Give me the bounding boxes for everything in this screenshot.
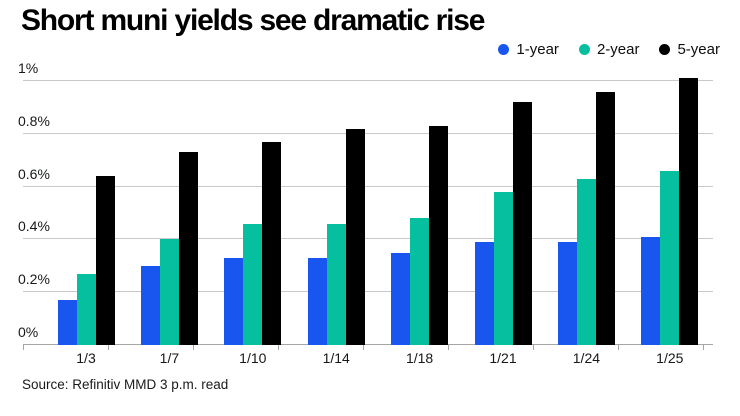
bar-2-year-1/7 [159, 239, 179, 345]
x-tick-label-1/25: 1/25 [656, 350, 684, 366]
x-axis-tick-0 [23, 345, 24, 350]
bar-5-year-1/18 [429, 125, 449, 345]
bar-2-year-1/21 [493, 191, 513, 345]
legend-item-1-year: 1-year [498, 41, 559, 58]
x-axis-tick-8 [703, 345, 704, 350]
bar-5-year-1/7 [178, 152, 198, 345]
bar-5-year-1/14 [345, 128, 365, 345]
bar-1-year-1/24 [557, 242, 577, 345]
bar-group-1/10 [224, 141, 282, 345]
x-tick-label-1/14: 1/14 [322, 350, 350, 366]
x-axis-tick-5 [448, 345, 449, 350]
bar-1-year-1/18 [391, 252, 411, 345]
y-tick-label-0.8%: 0.8% [18, 112, 50, 129]
bar-group-1/25 [641, 78, 699, 345]
bar-2-year-1/25 [660, 170, 680, 345]
bar-1-year-1/10 [224, 257, 244, 345]
bar-1-year-1/7 [140, 265, 160, 345]
y-tick-label-1%: 1% [18, 60, 39, 76]
bar-group-1/14 [307, 128, 365, 345]
bar-1-year-1/3 [57, 300, 77, 345]
x-axis-line [23, 344, 713, 345]
x-axis-tick-3 [278, 345, 279, 350]
legend-label-1-year: 1-year [516, 41, 559, 58]
x-tick-label-1/21: 1/21 [489, 350, 517, 366]
legend-item-5-year: 5-year [659, 41, 720, 58]
bar-group-1/18 [391, 125, 449, 345]
x-axis-tick-7 [618, 345, 619, 350]
bar-group-1/7 [140, 152, 198, 345]
bar-5-year-1/21 [512, 102, 532, 345]
bar-2-year-1/10 [243, 223, 263, 345]
bar-5-year-1/3 [95, 176, 115, 345]
x-tick-label-1/10: 1/10 [239, 350, 267, 366]
chart-title: Short muni yields see dramatic rise [21, 4, 485, 37]
legend-item-2-year: 2-year [578, 41, 640, 58]
x-axis-tick-6 [533, 345, 534, 350]
bar-group-1/24 [557, 91, 615, 345]
y-tick-label-0.2%: 0.2% [18, 271, 50, 288]
bar-1-year-1/25 [641, 236, 661, 345]
gridline-0.6% [23, 185, 713, 187]
y-tick-label-0.4%: 0.4% [18, 218, 50, 235]
bar-5-year-1/25 [679, 78, 699, 345]
bar-2-year-1/18 [410, 218, 430, 345]
x-tick-label-1/3: 1/3 [76, 350, 96, 366]
gridline-0.2% [23, 291, 713, 293]
bar-1-year-1/14 [307, 257, 327, 345]
legend-label-5-year: 5-year [677, 41, 720, 58]
legend-dot-icon-2-year [578, 44, 590, 55]
bar-5-year-1/10 [262, 141, 282, 345]
bar-2-year-1/14 [326, 223, 346, 345]
plot-area: 0% 0.2% 0.4% 0.6% 0.8% 1% 1/3 1/7 1/10 1/14 1/18 1/… [18, 61, 713, 366]
gridline-1% [23, 80, 713, 81]
legend-dot-icon-1-year [498, 44, 510, 55]
x-tick-label-1/7: 1/7 [159, 350, 180, 366]
legend-dot-icon-5-year [659, 44, 671, 55]
y-tick-label-0%: 0% [18, 324, 39, 340]
bar-1-year-1/21 [474, 242, 494, 345]
gridline-0.8% [23, 132, 713, 134]
x-axis-tick-2 [193, 345, 194, 350]
x-tick-label-1/18: 1/18 [405, 350, 434, 366]
x-tick-label-1/24: 1/24 [572, 350, 601, 366]
legend-label-2-year: 2-year [596, 41, 640, 58]
bar-2-year-1/3 [76, 273, 96, 345]
x-axis-tick-1 [108, 345, 109, 350]
gridline-0.4% [23, 238, 713, 240]
bar-2-year-1/24 [576, 178, 596, 345]
bar-group-1/21 [474, 102, 532, 345]
bar-group-1/3 [57, 176, 115, 345]
source-note: Source: Refinitiv MMD 3 p.m. read [22, 377, 229, 392]
x-axis-tick-4 [363, 345, 364, 350]
y-tick-label-0.6%: 0.6% [18, 165, 50, 182]
legend: 1-year 2-year 5-year [498, 41, 720, 58]
bar-5-year-1/24 [595, 91, 615, 345]
